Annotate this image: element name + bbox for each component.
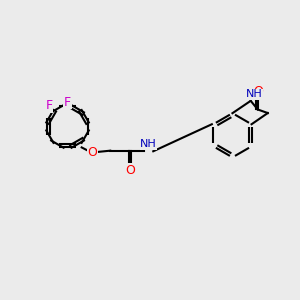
Text: F: F <box>46 99 53 112</box>
Text: NH: NH <box>140 139 157 149</box>
Text: O: O <box>126 164 136 177</box>
Text: NH: NH <box>246 89 262 99</box>
Text: F: F <box>64 95 71 109</box>
Text: O: O <box>88 146 98 159</box>
Text: O: O <box>254 85 263 98</box>
